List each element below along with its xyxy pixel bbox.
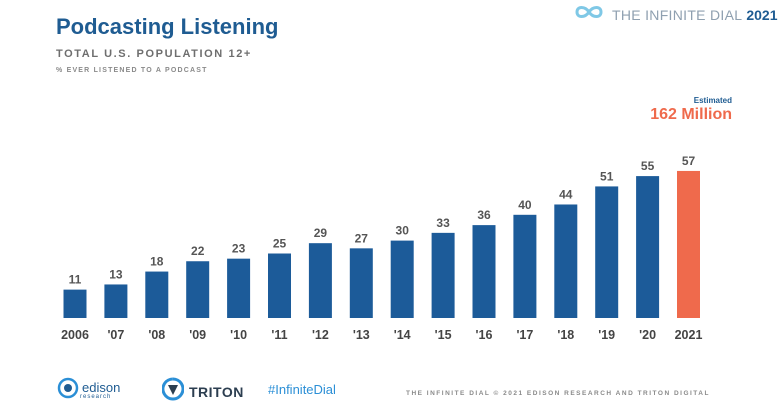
value-label-2: 18 [150, 255, 164, 269]
value-label-3: 22 [191, 244, 205, 258]
x-tick-label-15: 2021 [675, 328, 703, 342]
x-tick-label-7: '13 [353, 328, 370, 342]
bar-14 [636, 176, 660, 318]
value-label-9: 33 [436, 216, 450, 230]
x-tick-label-0: 2006 [61, 328, 89, 342]
chart-measure-note: % EVER LISTENED TO A PODCAST [56, 67, 208, 74]
x-tick-label-14: '20 [639, 328, 656, 342]
bar-9 [431, 232, 455, 318]
edison-name: edison [82, 379, 121, 395]
brand-year: 2021 [746, 6, 778, 23]
bar-15 [677, 170, 700, 318]
edison-globe-icon [56, 376, 80, 405]
hashtag-link[interactable]: #InfiniteDial [268, 382, 336, 397]
bar-10 [472, 225, 496, 318]
edison-sub: research [80, 393, 112, 400]
value-label-7: 27 [355, 231, 369, 245]
brand-name: THE INFINITE DIAL [612, 6, 743, 23]
value-label-0: 11 [69, 273, 82, 287]
infinity-icon [572, 3, 606, 26]
bar-2 [145, 271, 169, 318]
value-label-1: 13 [109, 267, 123, 281]
x-tick-label-9: '15 [435, 328, 452, 342]
x-tick-label-1: '07 [107, 328, 124, 342]
x-tick-label-2: '08 [148, 328, 165, 342]
value-label-11: 40 [518, 198, 532, 212]
infinite-dial-logo: THE INFINITE DIAL 2021 [572, 3, 778, 26]
triton-name: TRITON [189, 383, 244, 400]
value-label-6: 29 [314, 226, 328, 240]
chart-subtitle: TOTAL U.S. POPULATION 12+ [56, 48, 252, 60]
bar-7 [349, 248, 373, 318]
bar-4 [227, 258, 251, 318]
triton-icon [161, 377, 185, 406]
value-label-14: 55 [641, 159, 655, 173]
copyright-text: THE INFINITE DIAL © 2021 EDISON RESEARCH… [406, 390, 710, 397]
value-label-10: 36 [477, 208, 491, 222]
value-label-15: 57 [682, 154, 696, 168]
x-tick-label-3: '09 [189, 328, 206, 342]
estimate-callout: Estimated 162 Million [650, 96, 732, 124]
estimate-label: Estimated [693, 96, 732, 105]
bar-1 [104, 284, 128, 318]
bar-12 [554, 204, 578, 318]
value-label-4: 23 [232, 242, 246, 256]
estimate-value: 162 Million [650, 106, 732, 123]
x-tick-label-4: '10 [230, 328, 247, 342]
bar-13 [595, 186, 619, 318]
triton-logo: TRITON [161, 377, 244, 406]
x-tick-label-13: '19 [598, 328, 615, 342]
bar-3 [186, 261, 210, 318]
x-tick-label-6: '12 [312, 328, 329, 342]
x-tick-label-8: '14 [394, 328, 411, 342]
bar-0 [63, 289, 87, 318]
bar-11 [513, 214, 537, 318]
page-title: Podcasting Listening [56, 14, 279, 39]
x-tick-label-11: '17 [516, 328, 533, 342]
x-tick-label-5: '11 [271, 328, 287, 342]
bar-5 [268, 253, 291, 318]
value-label-12: 44 [559, 187, 573, 201]
edison-logo: edison research [56, 376, 120, 405]
x-tick-label-10: '16 [476, 328, 493, 342]
x-tick-label-12: '18 [557, 328, 574, 342]
bar-8 [390, 240, 414, 318]
value-label-8: 30 [396, 224, 410, 238]
value-label-13: 51 [600, 169, 614, 183]
value-label-5: 25 [273, 237, 287, 251]
bar-6 [308, 243, 332, 318]
